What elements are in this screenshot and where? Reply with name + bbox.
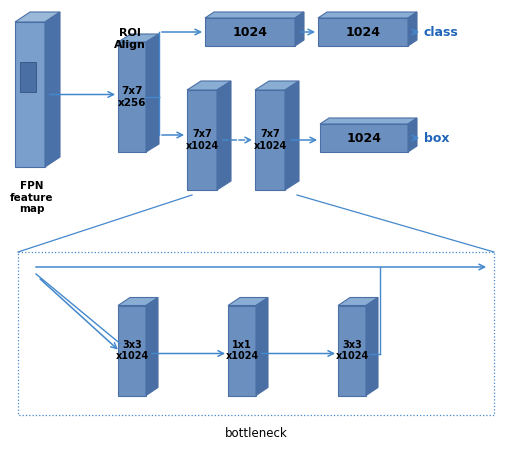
Polygon shape <box>217 81 231 190</box>
Text: 1024: 1024 <box>232 26 267 38</box>
Text: 7x7
x256: 7x7 x256 <box>118 86 146 108</box>
Polygon shape <box>318 18 408 46</box>
Text: FPN
feature
map: FPN feature map <box>10 181 54 214</box>
Polygon shape <box>285 81 299 190</box>
Text: bottleneck: bottleneck <box>225 427 287 440</box>
Polygon shape <box>320 124 408 152</box>
Text: 1024: 1024 <box>345 26 380 38</box>
Text: 3x3
x1024: 3x3 x1024 <box>115 340 149 361</box>
Polygon shape <box>320 118 417 124</box>
Polygon shape <box>408 12 417 46</box>
Polygon shape <box>146 298 158 396</box>
Polygon shape <box>366 298 378 396</box>
Polygon shape <box>15 22 45 167</box>
Polygon shape <box>118 305 146 396</box>
Polygon shape <box>318 12 417 18</box>
Polygon shape <box>205 12 304 18</box>
Polygon shape <box>15 12 60 22</box>
Text: 7x7
x1024: 7x7 x1024 <box>186 129 218 151</box>
Text: class: class <box>424 26 459 38</box>
Text: box: box <box>424 131 450 145</box>
Polygon shape <box>146 34 159 152</box>
Polygon shape <box>187 81 231 90</box>
Polygon shape <box>408 118 417 152</box>
Polygon shape <box>118 42 146 152</box>
Polygon shape <box>228 305 256 396</box>
Polygon shape <box>338 298 378 305</box>
Polygon shape <box>338 305 366 396</box>
Polygon shape <box>187 90 217 190</box>
Polygon shape <box>255 90 285 190</box>
Polygon shape <box>255 81 299 90</box>
Polygon shape <box>45 12 60 167</box>
Text: 1024: 1024 <box>346 131 381 145</box>
Polygon shape <box>20 62 36 92</box>
Polygon shape <box>256 298 268 396</box>
Polygon shape <box>118 298 158 305</box>
Polygon shape <box>118 34 159 42</box>
Polygon shape <box>295 12 304 46</box>
Text: 1x1
x1024: 1x1 x1024 <box>225 340 259 361</box>
Text: ROI
Align: ROI Align <box>114 28 146 49</box>
Text: 7x7
x1024: 7x7 x1024 <box>253 129 287 151</box>
Text: 3x3
x1024: 3x3 x1024 <box>335 340 369 361</box>
Polygon shape <box>205 18 295 46</box>
Polygon shape <box>228 298 268 305</box>
